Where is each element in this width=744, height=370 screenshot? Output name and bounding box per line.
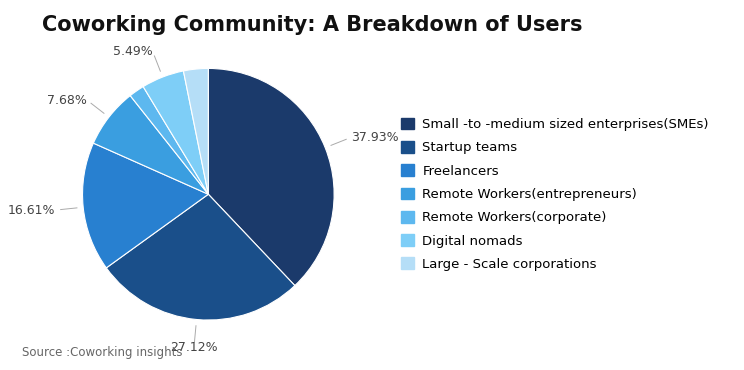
- Text: 5.49%: 5.49%: [113, 45, 153, 58]
- Text: 7.68%: 7.68%: [47, 94, 87, 107]
- Wedge shape: [130, 87, 208, 194]
- Wedge shape: [184, 68, 208, 194]
- Wedge shape: [106, 194, 295, 320]
- Wedge shape: [94, 95, 208, 194]
- Text: Coworking Community: A Breakdown of Users: Coworking Community: A Breakdown of User…: [42, 15, 583, 35]
- Wedge shape: [143, 71, 208, 194]
- Wedge shape: [208, 68, 334, 286]
- Text: 37.93%: 37.93%: [351, 131, 399, 144]
- Text: 16.61%: 16.61%: [8, 204, 56, 216]
- Text: Source :Coworking insights: Source :Coworking insights: [22, 346, 183, 359]
- Text: 27.12%: 27.12%: [170, 340, 218, 354]
- Wedge shape: [83, 143, 208, 268]
- Legend: Small -to -medium sized enterprises(SMEs), Startup teams, Freelancers, Remote Wo: Small -to -medium sized enterprises(SMEs…: [397, 114, 713, 275]
